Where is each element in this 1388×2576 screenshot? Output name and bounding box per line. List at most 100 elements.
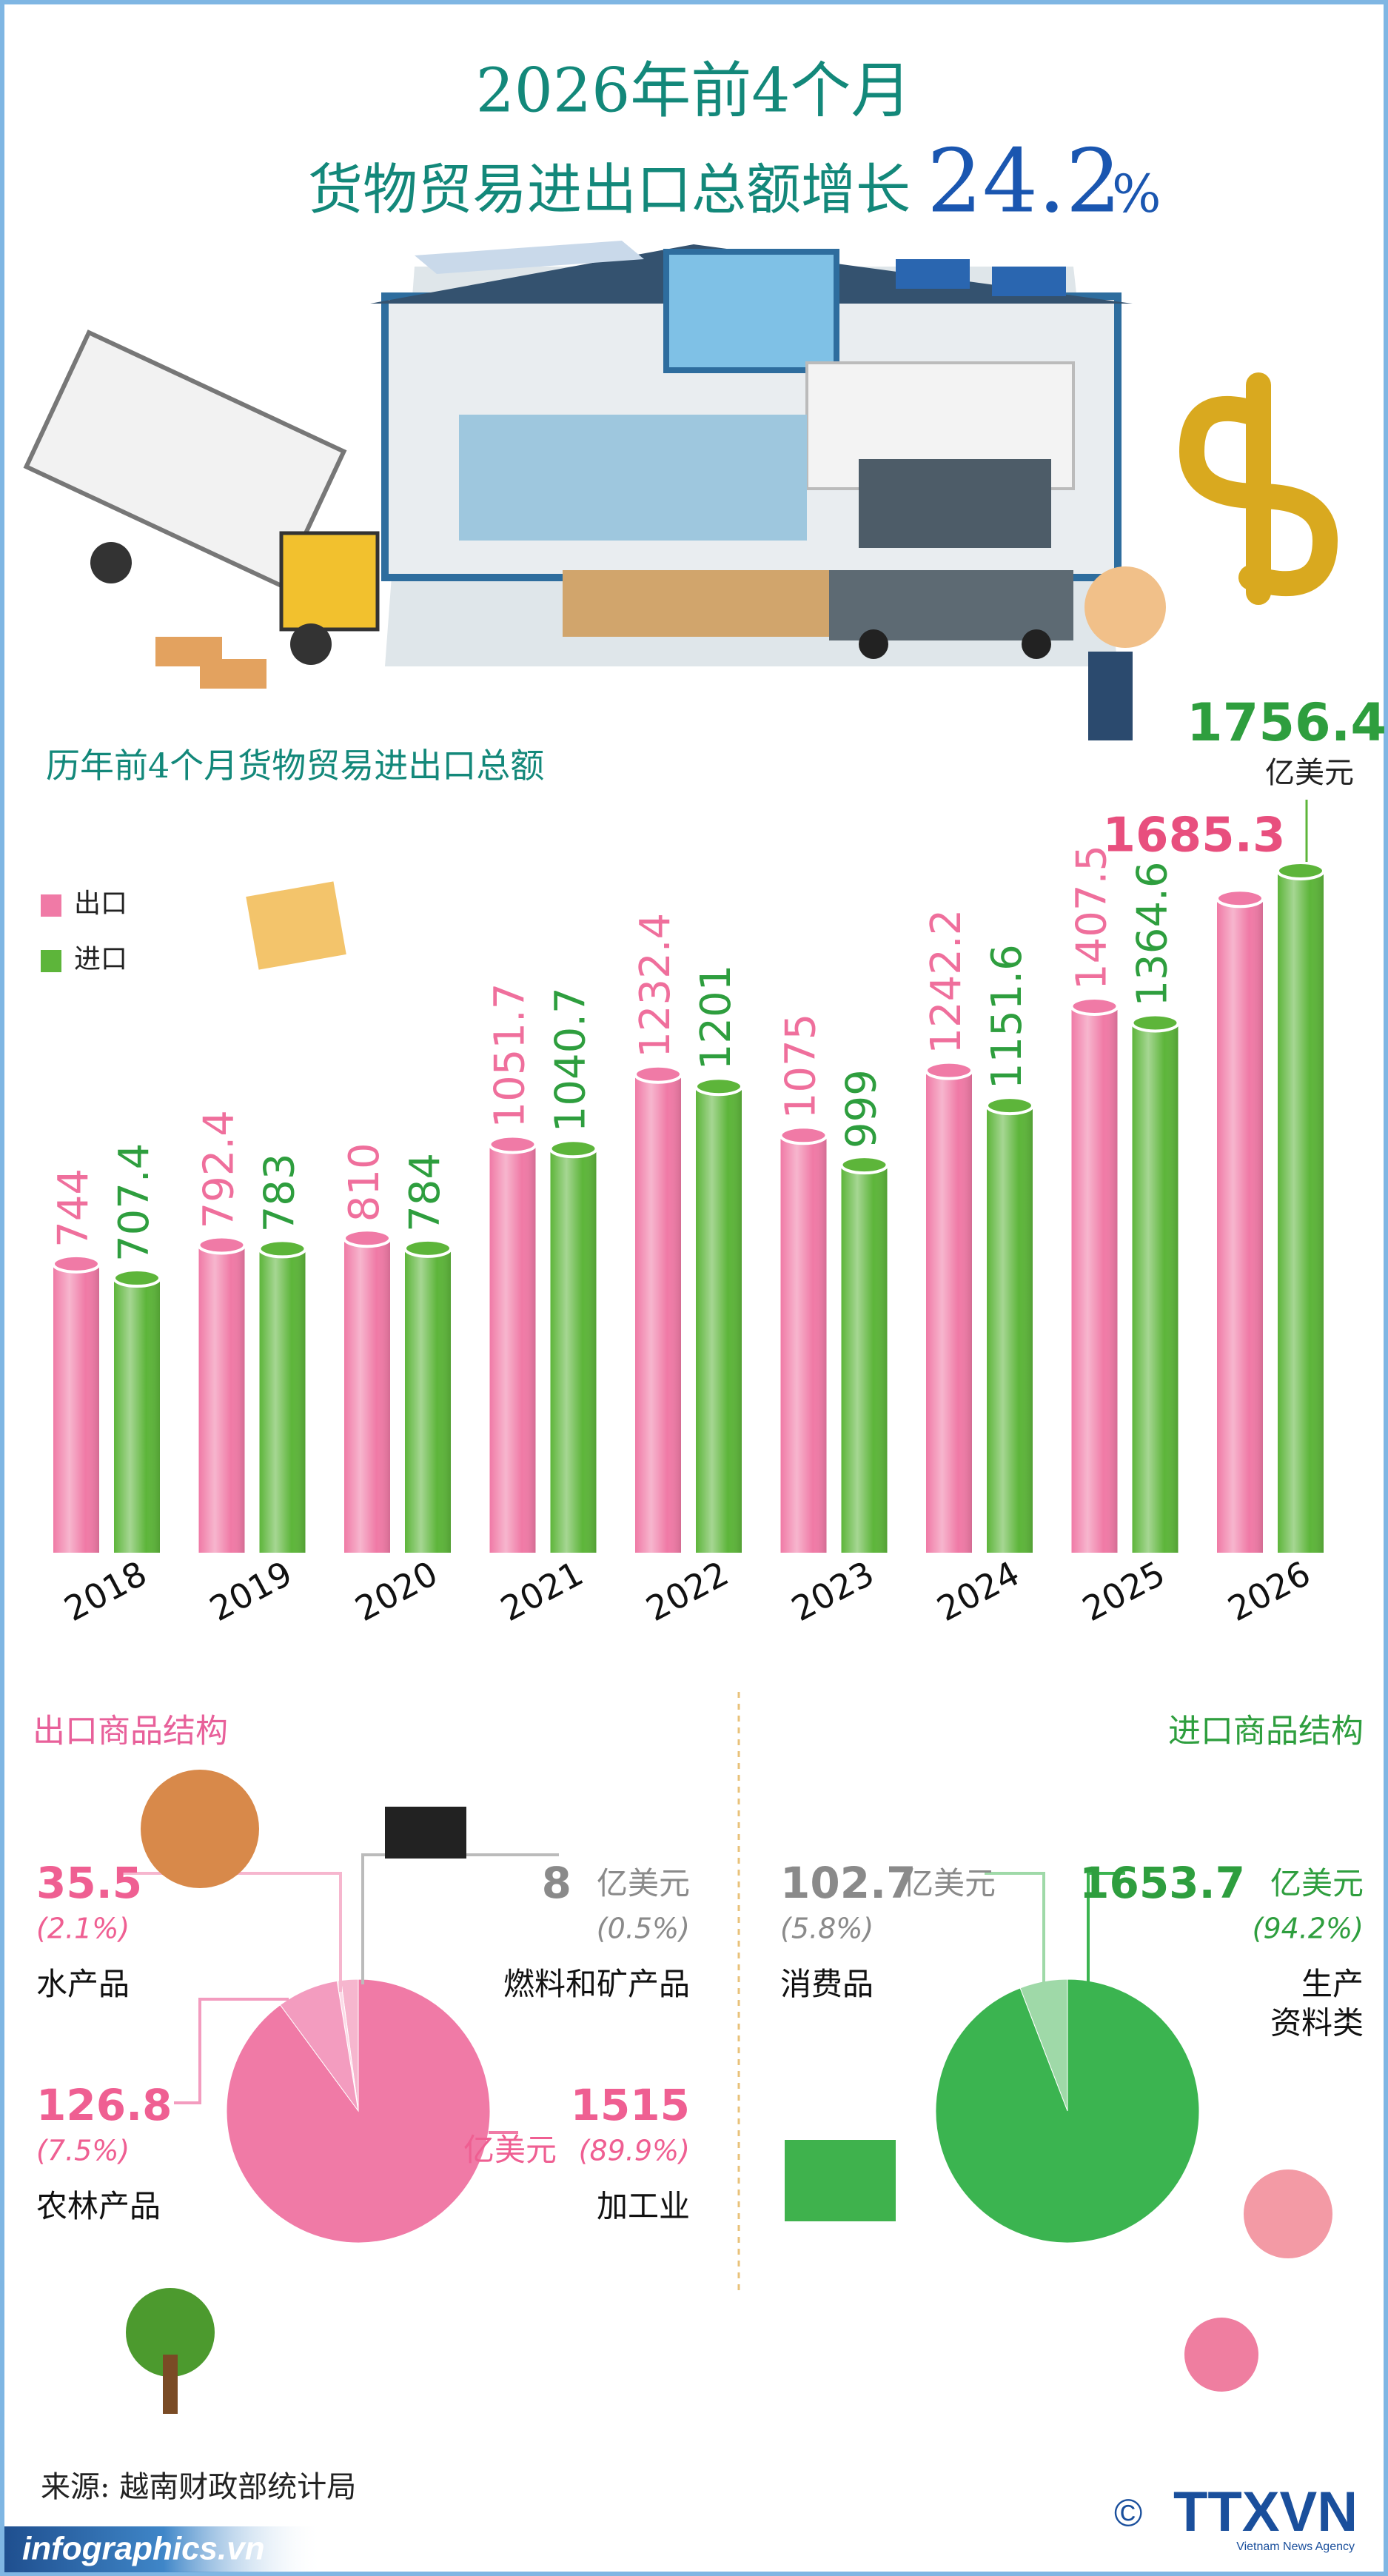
bar-cap [694,1077,743,1097]
value-label: 126.8 [36,2080,172,2130]
source: 来源: 越南财政部统计局 [41,2470,356,2504]
category-label: 加工业 [597,2188,690,2224]
bar-cap [925,1060,973,1080]
bar-shine [987,1105,1033,1553]
x-tick-label: 2020 [349,1553,444,1630]
value-label: 1075 [777,1014,825,1120]
bar-shine [841,1165,888,1553]
bar-shine [696,1086,742,1553]
value-label: 1653.7 [1079,1858,1245,1908]
x-tick-label: 2018 [58,1553,153,1630]
x-tick-label: 2019 [203,1553,298,1630]
bar-cap [985,1096,1034,1116]
icon [141,1770,259,1888]
value-label: 1515 [571,2080,690,2130]
bar-cap [634,1064,683,1084]
bar-shine [635,1074,681,1553]
x-tick-label: 2021 [494,1553,589,1630]
value-label: 1051.7 [486,983,534,1128]
share-label: (5.8%) [780,1913,874,1945]
unit-label: 亿美元 [902,1865,996,1901]
unit-label: 亿美元 [1270,1865,1364,1901]
bar-cap [1276,861,1325,880]
bar-cap [52,1254,101,1274]
value-label: 792.4 [195,1110,244,1228]
bar-shine [1132,1023,1179,1553]
bar-shine [1278,871,1324,1553]
footer-bar [4,2526,641,2572]
x-tick-label: 2022 [640,1553,735,1630]
leader-line [174,1998,289,2104]
bar-cap [403,1238,452,1258]
category-label: 消费品 [780,1966,874,2002]
bar-cap [343,1228,392,1248]
leader-line [118,1872,342,1992]
box-icon [246,881,346,970]
x-tick-label: 2026 [1221,1553,1317,1630]
icon [126,2288,215,2377]
value-label: 1407.5 [1068,845,1116,990]
share-label: (7.5%) [36,2135,130,2167]
bar-shine [780,1135,827,1553]
value-label: 707.4 [110,1143,158,1262]
share-label: (2.1%) [36,1913,130,1945]
leader-line [985,1872,1045,1984]
title-line1: 2026年前4个月 [476,56,912,127]
copyright: © [1114,2492,1142,2535]
site: infographics.vn [22,2531,265,2567]
bar-cap [488,1134,537,1154]
bar-shine [1071,1006,1118,1553]
bar-cap [258,1239,307,1259]
leader-line [361,1853,559,1984]
value-label-highlight: 1756.4 [1187,692,1387,753]
bar-cap [1130,1013,1180,1033]
value-label: 1040.7 [547,987,595,1132]
unit-label: 亿美元 [463,2132,557,2168]
legend-swatch [41,894,61,917]
value-label-highlight: 1685.3 [1103,809,1286,863]
bar-shine [198,1245,245,1553]
growth: 24.2 [927,130,1122,232]
bar-shine [344,1238,390,1553]
value-label: 1151.6 [983,944,1031,1089]
bar-cap [839,1155,889,1175]
bar-cap [549,1139,598,1159]
icon [385,1807,466,1859]
leader-line [1087,1872,1125,1984]
bar-shine [489,1144,536,1553]
value-label: 810 [341,1143,389,1222]
share-label: (0.5%) [597,1913,690,1945]
icon [1184,2318,1258,2392]
bar-shine [1217,898,1263,1553]
value-label: 1364.6 [1129,861,1177,1006]
unit-label: 亿美元 [1265,756,1354,790]
icon [785,2140,896,2221]
value-label: 783 [256,1154,304,1233]
bar-shine [259,1248,306,1553]
share-label: (89.9%) [579,2135,690,2167]
illustration [23,241,1338,740]
value-label: 102.7 [780,1858,916,1908]
value-label: 784 [401,1153,449,1232]
bar-shine [926,1070,972,1553]
growth-unit: % [1112,164,1161,224]
x-tick-label: 2024 [931,1553,1026,1630]
icon [163,2355,178,2414]
bar-shine [405,1248,451,1553]
unit-label: 亿美元 [597,1865,690,1901]
x-tick-label: 2025 [1076,1553,1171,1630]
bar-shine [550,1148,597,1553]
bar-cap [1070,996,1119,1016]
value-label: 8 [542,1858,571,1908]
category-label: 水产品 [36,1966,130,2002]
title-line2: 货物贸易进出口总额增长 [308,158,911,221]
chart-title: 历年前4个月货物贸易进出口总额 [46,746,544,786]
legend-swatch [41,950,61,972]
pie-slice [226,1978,491,2244]
icon [1244,2169,1332,2258]
x-tick-label: 2023 [785,1553,880,1630]
pie-slice [935,1978,1200,2244]
